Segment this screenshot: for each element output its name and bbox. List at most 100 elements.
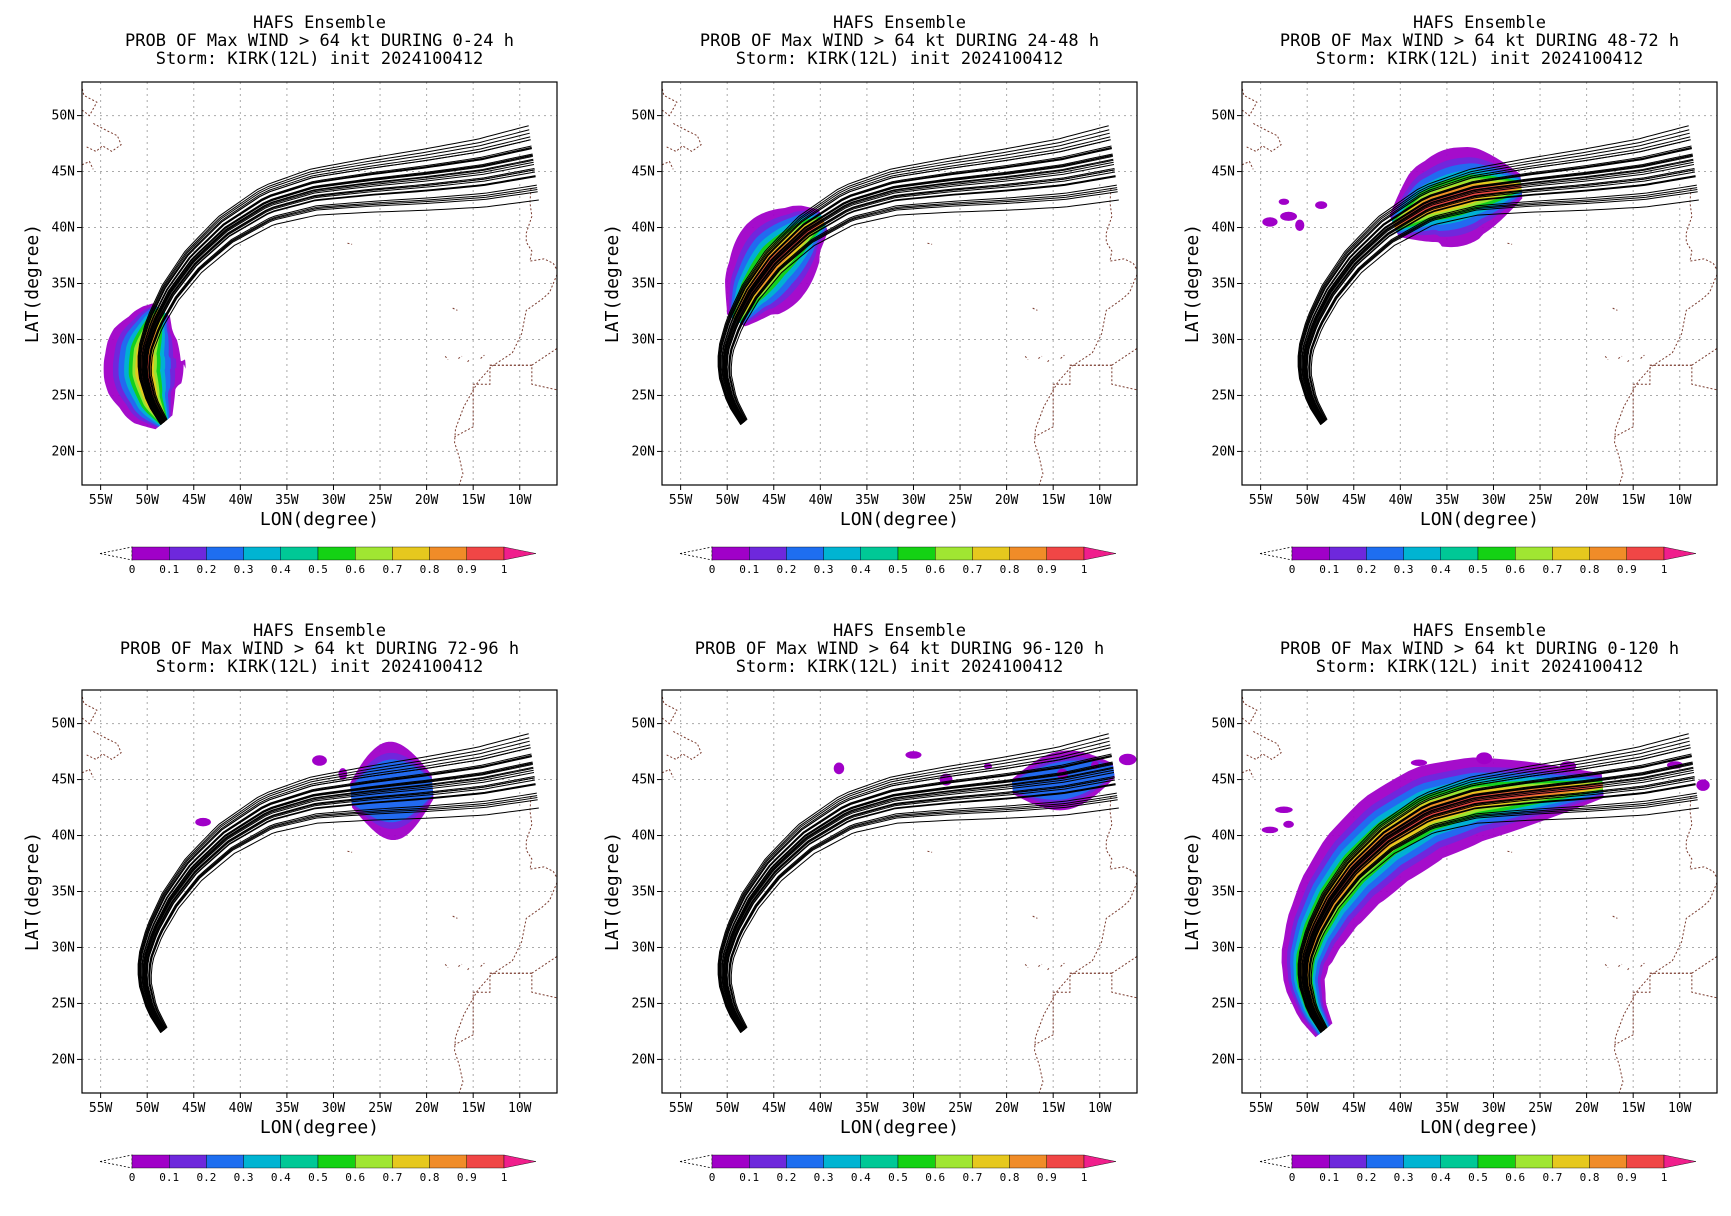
colorbar-tick-label: 0.7 — [1542, 1171, 1562, 1184]
coastline — [1111, 956, 1137, 974]
x-tick-label: 55W — [669, 1101, 693, 1116]
x-tick-label: 55W — [1249, 493, 1273, 508]
ensemble-track — [148, 184, 537, 421]
probability-speck — [1278, 198, 1290, 205]
y-tick-label: 25N — [52, 388, 75, 403]
ensemble-track — [144, 163, 535, 423]
coastline — [1032, 307, 1038, 311]
coastline — [1242, 87, 1258, 117]
probability-speck — [1118, 753, 1137, 766]
probability-speck — [905, 751, 922, 759]
coastline — [662, 87, 678, 117]
panel-title-line: PROB OF Max WIND > 64 kt DURING 96-120 h — [695, 639, 1104, 659]
map-area — [82, 690, 557, 1093]
y-tick-label: 30N — [632, 940, 655, 955]
y-tick-label: 20N — [52, 444, 75, 459]
x-tick-label: 45W — [762, 493, 786, 508]
coastline — [1034, 972, 1112, 1046]
ensemble-track — [1300, 747, 1691, 1033]
x-tick-label: 45W — [1342, 493, 1366, 508]
colorbar-segment — [429, 546, 468, 561]
coastline — [1105, 188, 1137, 271]
ensemble-track — [725, 167, 1115, 423]
coastline — [480, 354, 485, 359]
ensemble-track — [137, 125, 529, 426]
x-tick-label: 20W — [1575, 493, 1599, 508]
probability-speck — [1275, 806, 1293, 814]
colorbar-tick-label: 0.1 — [1319, 1171, 1339, 1184]
ensemble-track — [724, 163, 1115, 423]
colorbar-tick-label: 0 — [709, 563, 716, 576]
panel-title-line: PROB OF Max WIND > 64 kt DURING 48-72 h — [1280, 31, 1679, 51]
colorbar-tick-label: 0.6 — [345, 1171, 365, 1184]
y-tick-label: 40N — [632, 221, 655, 236]
y-axis-label: LAT(degree) — [22, 832, 43, 951]
ensemble-track — [144, 771, 535, 1031]
colorbar-segment — [1552, 546, 1590, 561]
coastline — [467, 967, 470, 971]
x-tick-label: 30W — [902, 1101, 926, 1116]
colorbar-tick-label: 0.9 — [457, 563, 477, 576]
colorbar-segment — [786, 1154, 824, 1169]
colorbar-under-triangle — [99, 546, 133, 561]
coastline — [1246, 730, 1282, 761]
y-tick-label: 25N — [632, 388, 655, 403]
x-tick-label: 40W — [229, 493, 253, 508]
ensemble-track — [1298, 740, 1690, 1033]
colorbar-tick-label: 0.2 — [776, 563, 796, 576]
coastline — [1614, 882, 1717, 1093]
coastline — [927, 242, 933, 245]
colorbar-segment — [1403, 546, 1441, 561]
panel-title-line: Storm: KIRK(12L) init 2024100412 — [156, 657, 484, 677]
ensemble-track — [1306, 784, 1696, 1030]
colorbar-under-triangle — [679, 546, 713, 561]
panel-title-line: PROB OF Max WIND > 64 kt DURING 0-120 h — [1280, 639, 1679, 659]
coastline — [1627, 359, 1630, 363]
coastline — [347, 242, 353, 245]
x-tick-label: 45W — [182, 493, 206, 508]
x-tick-label: 10W — [508, 1101, 532, 1116]
y-tick-label: 30N — [632, 332, 655, 347]
x-tick-label: 15W — [1621, 1101, 1645, 1116]
ensemble-track — [148, 189, 538, 421]
colorbar: 0 0.1 0.2 0.3 0.4 0.5 0.6 0.7 0.8 0.9 1 — [99, 546, 537, 576]
ensemble-track — [721, 145, 1112, 424]
ensemble-track — [723, 158, 1114, 423]
coastline — [347, 850, 353, 853]
coastline — [82, 87, 98, 117]
colorbar-tick-label: 0 — [129, 1171, 136, 1184]
coastline — [1640, 962, 1645, 967]
colorbar-segment — [1046, 546, 1085, 561]
ensemble-track — [141, 148, 532, 424]
x-tick-label: 35W — [1435, 493, 1459, 508]
coastline — [1627, 967, 1630, 971]
ensemble-track — [721, 148, 1112, 424]
coastline — [82, 695, 98, 725]
x-tick-label: 35W — [1435, 1101, 1459, 1116]
y-tick-label: 50N — [1212, 109, 1235, 124]
ensemble-track — [145, 167, 535, 423]
y-tick-label: 50N — [632, 109, 655, 124]
ensemble-track — [723, 766, 1114, 1031]
y-tick-label: 40N — [632, 829, 655, 844]
colorbar-tick-label: 0.2 — [776, 1171, 796, 1184]
colorbar-segment — [1477, 1154, 1516, 1169]
ensemble-track — [1301, 753, 1692, 1032]
colorbar-tick-label: 0 — [709, 1171, 716, 1184]
coastline — [1047, 359, 1050, 363]
ensemble-track — [1308, 189, 1698, 421]
ensemble-track — [724, 771, 1115, 1031]
colorbar-tick-label: 0.1 — [159, 1171, 179, 1184]
map-area — [662, 82, 1137, 485]
ensemble-track — [1301, 148, 1692, 424]
ensemble-track — [1308, 187, 1698, 421]
coastline — [480, 962, 485, 967]
colorbar-segment — [1626, 1154, 1665, 1169]
colorbar-segment — [860, 546, 899, 561]
x-tick-label: 10W — [508, 493, 532, 508]
coastline — [1242, 768, 1254, 778]
y-tick-label: 35N — [52, 277, 75, 292]
ensemble-track — [721, 753, 1112, 1032]
ensemble-tracks — [137, 125, 539, 426]
